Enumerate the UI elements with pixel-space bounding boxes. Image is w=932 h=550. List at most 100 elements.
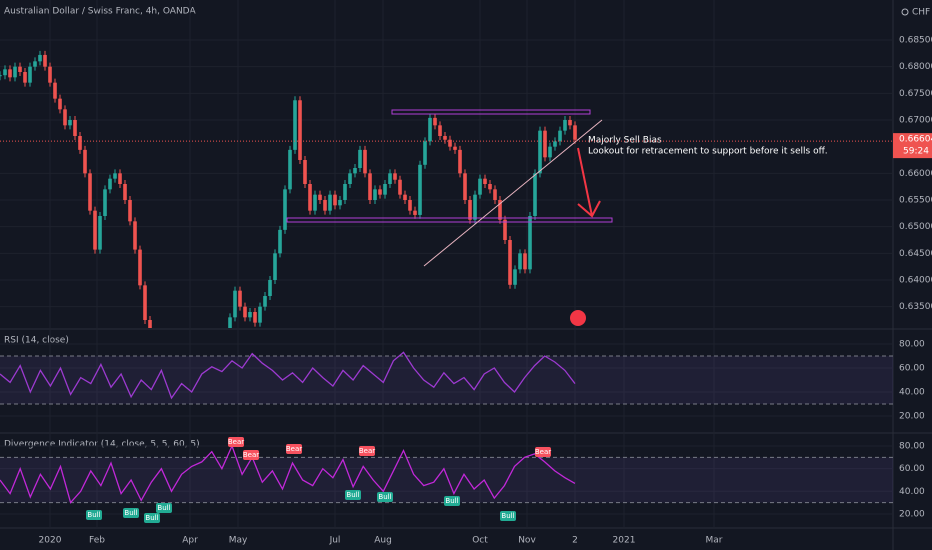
candle xyxy=(118,173,122,184)
candle xyxy=(563,120,567,131)
candle xyxy=(113,173,117,179)
candle xyxy=(263,296,267,307)
x-tick-label: Oct xyxy=(472,536,488,546)
candle xyxy=(358,149,362,168)
candle xyxy=(333,194,337,206)
candle xyxy=(298,100,302,160)
candle xyxy=(433,117,437,126)
candle xyxy=(23,72,27,83)
candle xyxy=(103,189,107,216)
candle xyxy=(458,149,462,174)
candle xyxy=(273,253,277,280)
candle xyxy=(343,184,347,200)
x-tick-label: Jul xyxy=(329,536,341,546)
y-tick-label: 80.00 xyxy=(899,340,925,350)
signal-label: Bull xyxy=(378,493,391,501)
candle xyxy=(323,200,327,211)
x-tick-label: 2 xyxy=(572,536,578,546)
currency[interactable]: CHF xyxy=(912,8,930,18)
candle xyxy=(523,253,527,270)
candle xyxy=(248,312,252,318)
candle xyxy=(53,82,57,99)
signal-box xyxy=(243,450,259,460)
candle xyxy=(228,317,232,328)
signal-label: Bear xyxy=(286,445,302,453)
candle xyxy=(428,117,432,142)
x-tick-label: May xyxy=(229,536,248,546)
candle xyxy=(528,216,532,270)
signal-box xyxy=(377,492,393,502)
candle xyxy=(328,194,332,211)
candle xyxy=(568,120,572,126)
signal-box xyxy=(86,510,102,520)
candle xyxy=(413,210,417,215)
candle xyxy=(553,141,557,147)
symbol-title: Australian Dollar / Swiss Franc, 4h, OAN… xyxy=(4,7,196,17)
candle xyxy=(403,194,407,200)
x-tick-label: Mar xyxy=(706,536,723,546)
candle xyxy=(143,285,147,320)
candle xyxy=(438,125,442,136)
candle xyxy=(108,178,112,190)
candle xyxy=(58,98,62,110)
candle xyxy=(293,100,297,150)
candle xyxy=(8,69,12,78)
candle xyxy=(88,173,92,211)
candle xyxy=(243,306,247,318)
candle xyxy=(133,221,137,250)
arrow-head xyxy=(577,200,601,218)
candle xyxy=(503,219,507,240)
pane-title: Divergence Indicator (14, close, 5, 5, 6… xyxy=(4,440,200,450)
signal-box xyxy=(286,444,302,454)
y-tick-label: 60.00 xyxy=(899,364,925,374)
x-tick-label: Aug xyxy=(374,536,392,546)
trend-line xyxy=(423,119,603,267)
badge[interactable] xyxy=(570,310,586,326)
signal-label: Bull xyxy=(445,497,458,505)
y-tick-label: 40.00 xyxy=(899,487,925,497)
arrow xyxy=(577,147,593,217)
last-price: 0.66604 xyxy=(899,135,932,145)
y-tick-label: 20.00 xyxy=(899,509,925,519)
candle xyxy=(558,130,562,142)
candle xyxy=(393,173,397,180)
candles xyxy=(0,50,577,328)
candle xyxy=(38,54,42,62)
signal-label: Bull xyxy=(157,504,170,512)
candle xyxy=(453,146,457,150)
candle xyxy=(533,173,537,216)
candle xyxy=(308,184,312,211)
resistance-zone xyxy=(391,109,591,115)
currency-icon[interactable] xyxy=(901,8,909,16)
candle xyxy=(448,139,452,147)
candle xyxy=(283,189,287,230)
signal-box xyxy=(228,437,244,447)
candle xyxy=(93,210,97,250)
signal-label: Bear xyxy=(228,438,244,446)
candle xyxy=(488,184,492,190)
candle xyxy=(348,173,352,184)
candle xyxy=(258,306,262,323)
candle xyxy=(318,194,322,200)
y-tick-label: 20.00 xyxy=(899,412,925,422)
candle xyxy=(48,66,52,83)
candle xyxy=(33,61,37,67)
candle xyxy=(288,149,292,190)
candle xyxy=(508,240,512,285)
candle xyxy=(398,179,402,195)
indicator-line xyxy=(0,444,576,504)
candle xyxy=(368,173,372,200)
candle xyxy=(68,120,72,126)
signal-label: Bear xyxy=(535,448,551,456)
candle xyxy=(498,200,502,220)
candle xyxy=(28,66,32,83)
